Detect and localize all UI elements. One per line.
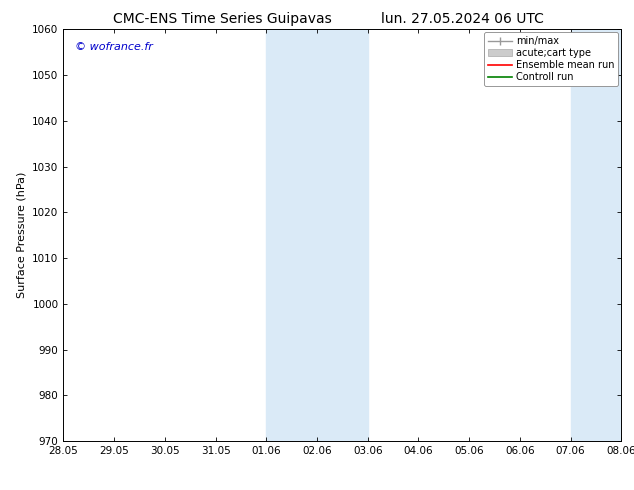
Bar <box>266 29 368 441</box>
Text: lun. 27.05.2024 06 UTC: lun. 27.05.2024 06 UTC <box>382 12 544 26</box>
Text: CMC-ENS Time Series Guipavas: CMC-ENS Time Series Guipavas <box>112 12 332 26</box>
Y-axis label: Surface Pressure (hPa): Surface Pressure (hPa) <box>16 172 27 298</box>
Bar <box>571 29 621 441</box>
Legend: min/max, acute;cart type, Ensemble mean run, Controll run: min/max, acute;cart type, Ensemble mean … <box>484 32 618 86</box>
Text: © wofrance.fr: © wofrance.fr <box>75 42 152 52</box>
